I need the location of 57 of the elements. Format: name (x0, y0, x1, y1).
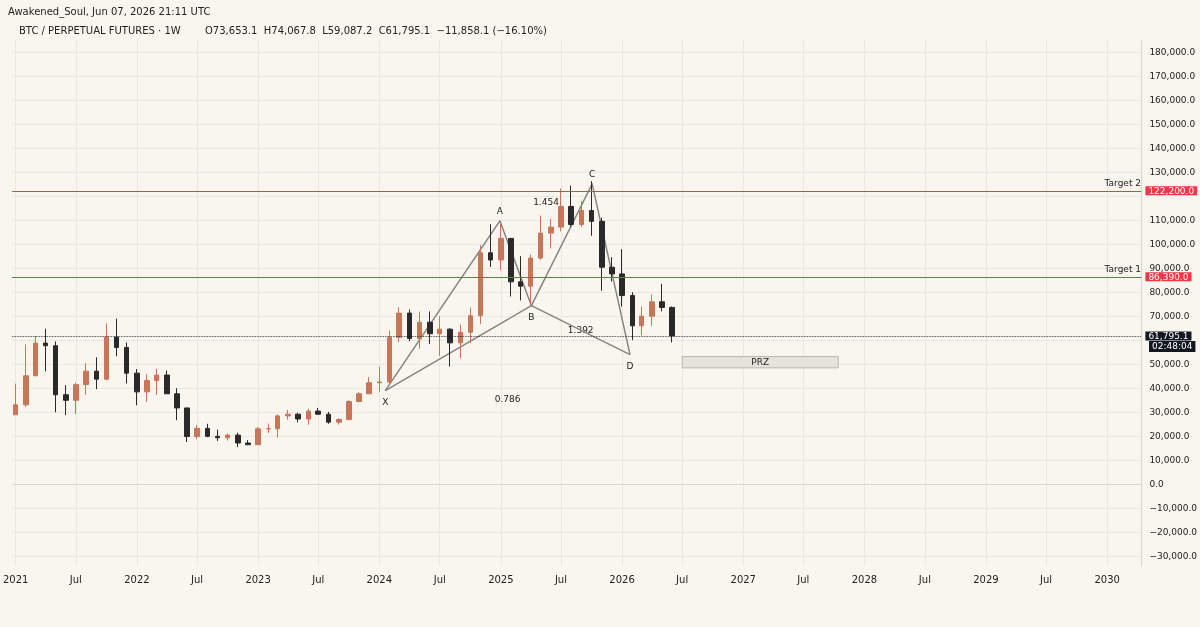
x-tick-label: Jul (917, 573, 931, 585)
x-tick-label: Jul (675, 573, 689, 585)
y-tick-label: 50,000.0 (1149, 359, 1190, 370)
x-tick-label: Jul (311, 573, 325, 585)
annotation: 02:48:04 (1152, 341, 1193, 352)
ref-line-label: 61,795.1 (1148, 330, 1189, 341)
x-tick-label: Jul (796, 573, 810, 585)
y-tick-label: −20,000.0 (1149, 527, 1198, 538)
annotation: Target 1 (1103, 264, 1141, 275)
x-tick-label: 2030 (1094, 573, 1120, 585)
y-tick-label: 150,000.0 (1149, 119, 1196, 130)
x-tick-label: 2027 (730, 573, 756, 585)
y-tick-label: 130,000.0 (1149, 167, 1196, 178)
x-tick-label: 2026 (609, 573, 635, 585)
chart-subtitle: O73,653.1 H74,067.8 L59,087.2 C61,795.1 −11,858.1 (−16.10%) (205, 24, 547, 36)
x-tick-label: 2022 (124, 573, 150, 585)
y-tick-label: 80,000.0 (1149, 287, 1190, 298)
y-tick-label: 180,000.0 (1149, 47, 1196, 58)
annotation: 1.454 (533, 197, 560, 208)
y-tick-label: 30,000.0 (1149, 407, 1190, 418)
x-tick-label: Jul (553, 573, 567, 585)
y-tick-label: 10,000.0 (1149, 455, 1190, 466)
y-tick-label: 170,000.0 (1149, 71, 1196, 82)
ref-line-label: 122,200.0 (1148, 185, 1195, 196)
annotation: 0.786 (494, 393, 521, 404)
y-tick-label: 160,000.0 (1149, 95, 1196, 106)
x-tick-label: 2028 (851, 573, 878, 585)
x-tick-label: Jul (1039, 573, 1053, 585)
text: Awakened_Soul, Jun 07, 2026 21:11 UTC (8, 5, 211, 18)
y-tick-label: 140,000.0 (1149, 143, 1196, 154)
y-tick-label: 100,000.0 (1149, 239, 1196, 250)
x-tick-label: Jul (189, 573, 204, 585)
y-tick-label: −10,000.0 (1149, 503, 1198, 514)
y-tick-label: 90,000.0 (1149, 263, 1190, 274)
annotation: B (528, 311, 535, 322)
y-tick-label: 110,000.0 (1149, 215, 1196, 226)
y-tick-label: −30,000.0 (1149, 551, 1198, 562)
y-tick-label: 70,000.0 (1149, 311, 1190, 322)
y-tick-label: 40,000.0 (1149, 383, 1190, 394)
chart-title: BTC / PERPETUAL FUTURES · 1W (19, 24, 181, 36)
annotation: C (589, 168, 596, 179)
x-tick-label: Jul (432, 573, 446, 585)
annotation: Target 2 (1103, 178, 1141, 189)
x-tick-label: 2021 (2, 573, 29, 585)
annotation: X (382, 396, 389, 407)
x-tick-label: 2029 (973, 573, 999, 585)
x-tick-label: 2023 (245, 573, 271, 585)
annotation: 1.392 (567, 325, 594, 336)
x-tick-label: 2024 (366, 573, 393, 585)
y-tick-label: 0.0 (1149, 479, 1164, 490)
band-label: PRZ (751, 357, 770, 368)
x-tick-label: Jul (68, 573, 82, 585)
annotation: D (626, 360, 634, 371)
ref-line-label: 86,390.0 (1148, 271, 1189, 282)
annotation: A (496, 205, 504, 216)
y-tick-label: 20,000.0 (1149, 431, 1190, 442)
x-tick-label: 2025 (488, 573, 514, 585)
